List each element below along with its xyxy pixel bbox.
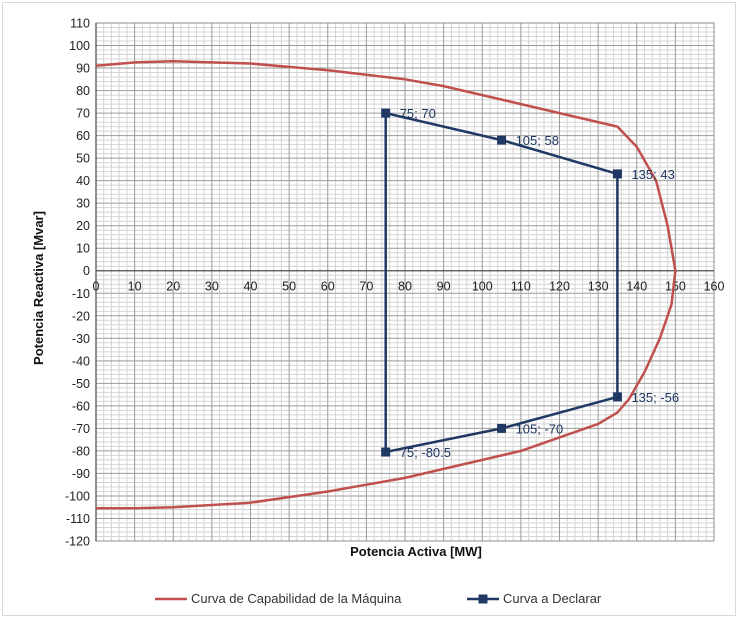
legend-declared-marker [478, 594, 488, 604]
y-tick-label: -80 [72, 444, 90, 458]
x-tick-label: 40 [244, 280, 258, 294]
y-tick-label: 60 [76, 129, 90, 143]
x-axis-title: Potencia Activa [MW] [350, 544, 482, 559]
y-tick-label: 10 [76, 242, 90, 256]
x-tick-label: 110 [511, 280, 531, 294]
y-tick-label: -110 [66, 512, 90, 526]
y-tick-label: 110 [70, 17, 90, 31]
declared-curve-marker [497, 135, 507, 145]
y-tick-label: 40 [76, 174, 90, 188]
x-tick-label: 130 [588, 280, 609, 294]
legend-capability-label: Curva de Capabilidad de la Máquina [191, 591, 402, 606]
x-tick-label: 160 [704, 280, 725, 294]
y-tick-label: -20 [72, 309, 90, 323]
declared-curve-marker [381, 447, 391, 457]
capability-curve-line [95, 60, 677, 510]
y-tick-label: -30 [72, 332, 90, 346]
declared-point-label: 105; -70 [516, 421, 564, 436]
capability-chart: 0 10 20 30 40 50 60 70 80 90 100 110 120 130 140 150 160… [31, 17, 725, 607]
y-tick-label: -40 [72, 354, 90, 368]
legend: Curva de Capabilidad de la Máquina Curva … [155, 591, 602, 606]
declared-point-label: 135; -56 [631, 390, 679, 405]
x-tick-label: 120 [549, 280, 570, 294]
y-axis-title: Potencia Reactiva [Mvar] [31, 211, 46, 365]
x-tick-label: 10 [128, 280, 142, 294]
y-tick-label: -10 [72, 287, 90, 301]
y-tick-label: 20 [76, 219, 90, 233]
y-tick-label: 30 [76, 197, 90, 211]
x-tick-label: 70 [359, 280, 373, 294]
x-tick-label: 140 [626, 280, 647, 294]
tick-labels: 0 10 20 30 40 50 60 70 80 90 100 110 120 130 140 150 160… [65, 17, 725, 549]
y-tick-label: 80 [76, 84, 90, 98]
y-tick-label: -100 [65, 489, 90, 503]
declared-curve-marker [612, 169, 622, 179]
declared-point-label: 135; 43 [631, 167, 674, 182]
x-tick-label: 90 [437, 280, 451, 294]
x-tick-label: 0 [93, 280, 100, 294]
y-tick-label: -50 [72, 377, 90, 391]
x-tick-label: 150 [665, 280, 686, 294]
declared-curve-marker [612, 392, 622, 402]
y-tick-label: 50 [76, 152, 90, 166]
x-tick-label: 20 [166, 280, 180, 294]
major-gridlines [95, 22, 715, 542]
x-tick-label: 80 [398, 280, 412, 294]
y-tick-label: 90 [76, 62, 90, 76]
series-layer [95, 60, 677, 510]
y-tick-label: -60 [72, 399, 90, 413]
y-tick-label: -120 [65, 535, 90, 549]
y-tick-label: 100 [69, 39, 90, 53]
zero-axes [95, 23, 714, 541]
y-tick-label: 70 [76, 107, 90, 121]
data-labels: 75; 70 105; 58 135; 43 135; -56 105; -70 75; … [400, 106, 679, 460]
declared-point-label: 75; -80.5 [400, 445, 451, 460]
declared-curve-marker [381, 108, 391, 118]
x-tick-label: 100 [472, 280, 493, 294]
declared-point-label: 75; 70 [400, 106, 436, 121]
y-tick-label: 0 [83, 264, 90, 278]
declared-curve-marker [497, 423, 507, 433]
x-tick-label: 30 [205, 280, 219, 294]
x-tick-label: 60 [321, 280, 335, 294]
y-tick-label: -90 [72, 467, 90, 481]
declared-point-label: 105; 58 [516, 133, 559, 148]
x-tick-label: 50 [282, 280, 296, 294]
y-tick-label: -70 [72, 422, 90, 436]
legend-declared-label: Curva a Declarar [503, 591, 602, 606]
